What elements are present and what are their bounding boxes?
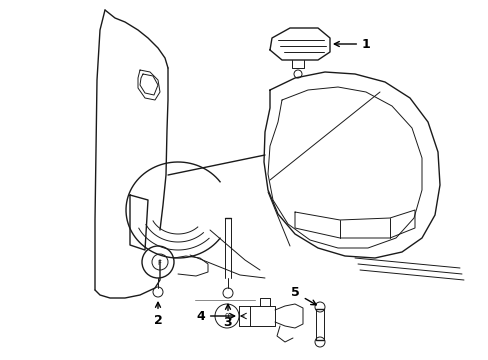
Text: F: F	[157, 260, 161, 266]
Text: 3: 3	[223, 304, 232, 329]
Text: 4: 4	[196, 310, 234, 323]
Text: 0: 0	[224, 313, 229, 319]
Text: 2: 2	[153, 302, 162, 327]
Text: 1: 1	[334, 37, 370, 50]
Text: 5: 5	[291, 287, 316, 305]
